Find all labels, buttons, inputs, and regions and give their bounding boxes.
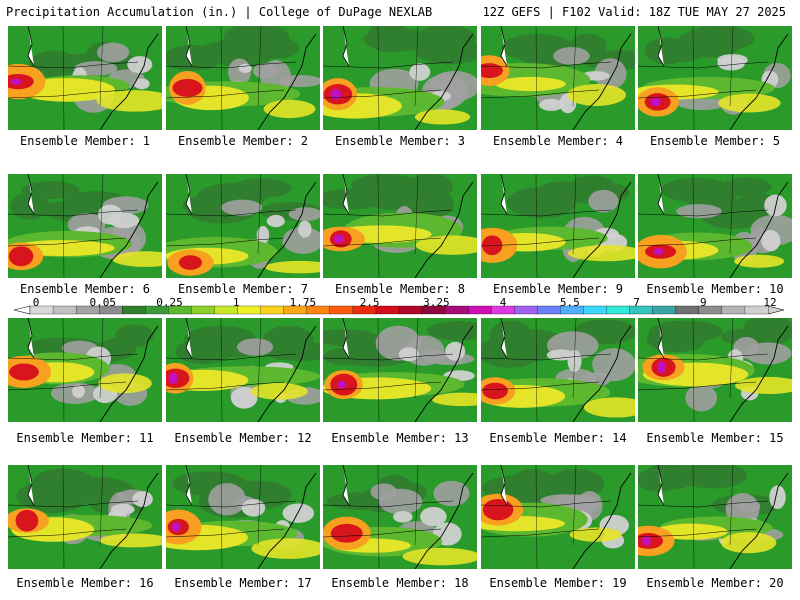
colorbar-tick-label: 12	[763, 296, 777, 309]
colorbar-tick-label: 3.25	[423, 296, 450, 309]
ensemble-member-map	[8, 26, 162, 130]
colorbar-swatch	[237, 305, 262, 315]
colorbar-swatch	[583, 305, 608, 315]
ensemble-member-map	[323, 174, 477, 278]
ensemble-member-label: Ensemble Member: 14	[489, 431, 627, 445]
colorbar-swatch	[260, 305, 285, 315]
colorbar-swatch	[329, 305, 354, 315]
colorbar-swatch	[398, 305, 423, 315]
ensemble-member-label: Ensemble Member: 12	[174, 431, 312, 445]
model-run-info: 12Z GEFS | F102 Valid: 18Z TUE MAY 27 20…	[482, 5, 786, 19]
ensemble-member-label: Ensemble Member: 8	[334, 282, 466, 296]
ensemble-member-label: Ensemble Member: 20	[646, 576, 784, 590]
ensemble-member-map	[481, 465, 635, 569]
colorbar-tick-label: 4	[499, 296, 507, 309]
colorbar-swatch	[122, 305, 146, 315]
colorbar-swatch	[52, 305, 77, 315]
ensemble-member-label: Ensemble Member: 19	[489, 576, 627, 590]
ensemble-member-map	[323, 318, 477, 422]
ensemble-member-map	[166, 174, 320, 278]
ensemble-member-map	[8, 318, 162, 422]
colorbar-tick-label: 1	[232, 296, 240, 309]
ensemble-member-label: Ensemble Member: 3	[334, 134, 466, 148]
colorbar-swatch	[606, 305, 631, 315]
ensemble-member-map	[638, 465, 792, 569]
colorbar-swatch	[721, 305, 746, 315]
colorbar-tick-label: 0.25	[156, 296, 183, 309]
ensemble-member-label: Ensemble Member: 6	[19, 282, 151, 296]
colorbar-min-arrow	[13, 305, 31, 315]
ensemble-member-map	[481, 318, 635, 422]
colorbar-swatch	[652, 305, 677, 315]
colorbar-swatch	[191, 305, 215, 315]
colorbar-swatch	[675, 305, 700, 315]
colorbar-swatch	[537, 305, 561, 315]
precip-colorbar	[13, 305, 785, 315]
ensemble-member-label: Ensemble Member: 4	[492, 134, 624, 148]
ensemble-member-label: Ensemble Member: 2	[177, 134, 309, 148]
colorbar-tick-label: 0.05	[89, 296, 116, 309]
ensemble-member-label: Ensemble Member: 5	[649, 134, 781, 148]
colorbar-tick-label: 5.5	[559, 296, 580, 309]
colorbar-swatch	[744, 305, 769, 315]
ensemble-member-map	[8, 174, 162, 278]
ensemble-member-label: Ensemble Member: 11	[16, 431, 154, 445]
colorbar-tick-label: 2.5	[359, 296, 380, 309]
ensemble-member-map	[323, 26, 477, 130]
ensemble-member-label: Ensemble Member: 16	[16, 576, 154, 590]
ensemble-member-map	[8, 465, 162, 569]
colorbar-swatch	[468, 305, 492, 315]
ensemble-member-label: Ensemble Member: 17	[174, 576, 312, 590]
colorbar-tick-label: 9	[699, 296, 707, 309]
ensemble-member-map	[166, 465, 320, 569]
ensemble-member-map	[166, 318, 320, 422]
ensemble-member-label: Ensemble Member: 1	[19, 134, 151, 148]
ensemble-member-map	[638, 26, 792, 130]
colorbar-tick-label: 7	[633, 296, 640, 309]
ensemble-member-label: Ensemble Member: 7	[177, 282, 309, 296]
ensemble-member-label: Ensemble Member: 15	[646, 431, 784, 445]
map-title: Precipitation Accumulation (in.) | Colle…	[6, 5, 433, 19]
colorbar-tick-label: 0	[32, 296, 40, 309]
ensemble-member-label: Ensemble Member: 10	[646, 282, 784, 296]
ensemble-member-label: Ensemble Member: 13	[331, 431, 469, 445]
ensemble-member-map	[481, 174, 635, 278]
ensemble-member-label: Ensemble Member: 9	[492, 282, 624, 296]
ensemble-member-map	[638, 174, 792, 278]
colorbar-tick-label: 1.75	[289, 296, 317, 309]
ensemble-member-map	[166, 26, 320, 130]
colorbar-swatch	[514, 305, 538, 315]
ensemble-member-map	[638, 318, 792, 422]
ensemble-member-label: Ensemble Member: 18	[331, 576, 469, 590]
ensemble-member-map	[323, 465, 477, 569]
ensemble-member-map	[481, 26, 635, 130]
